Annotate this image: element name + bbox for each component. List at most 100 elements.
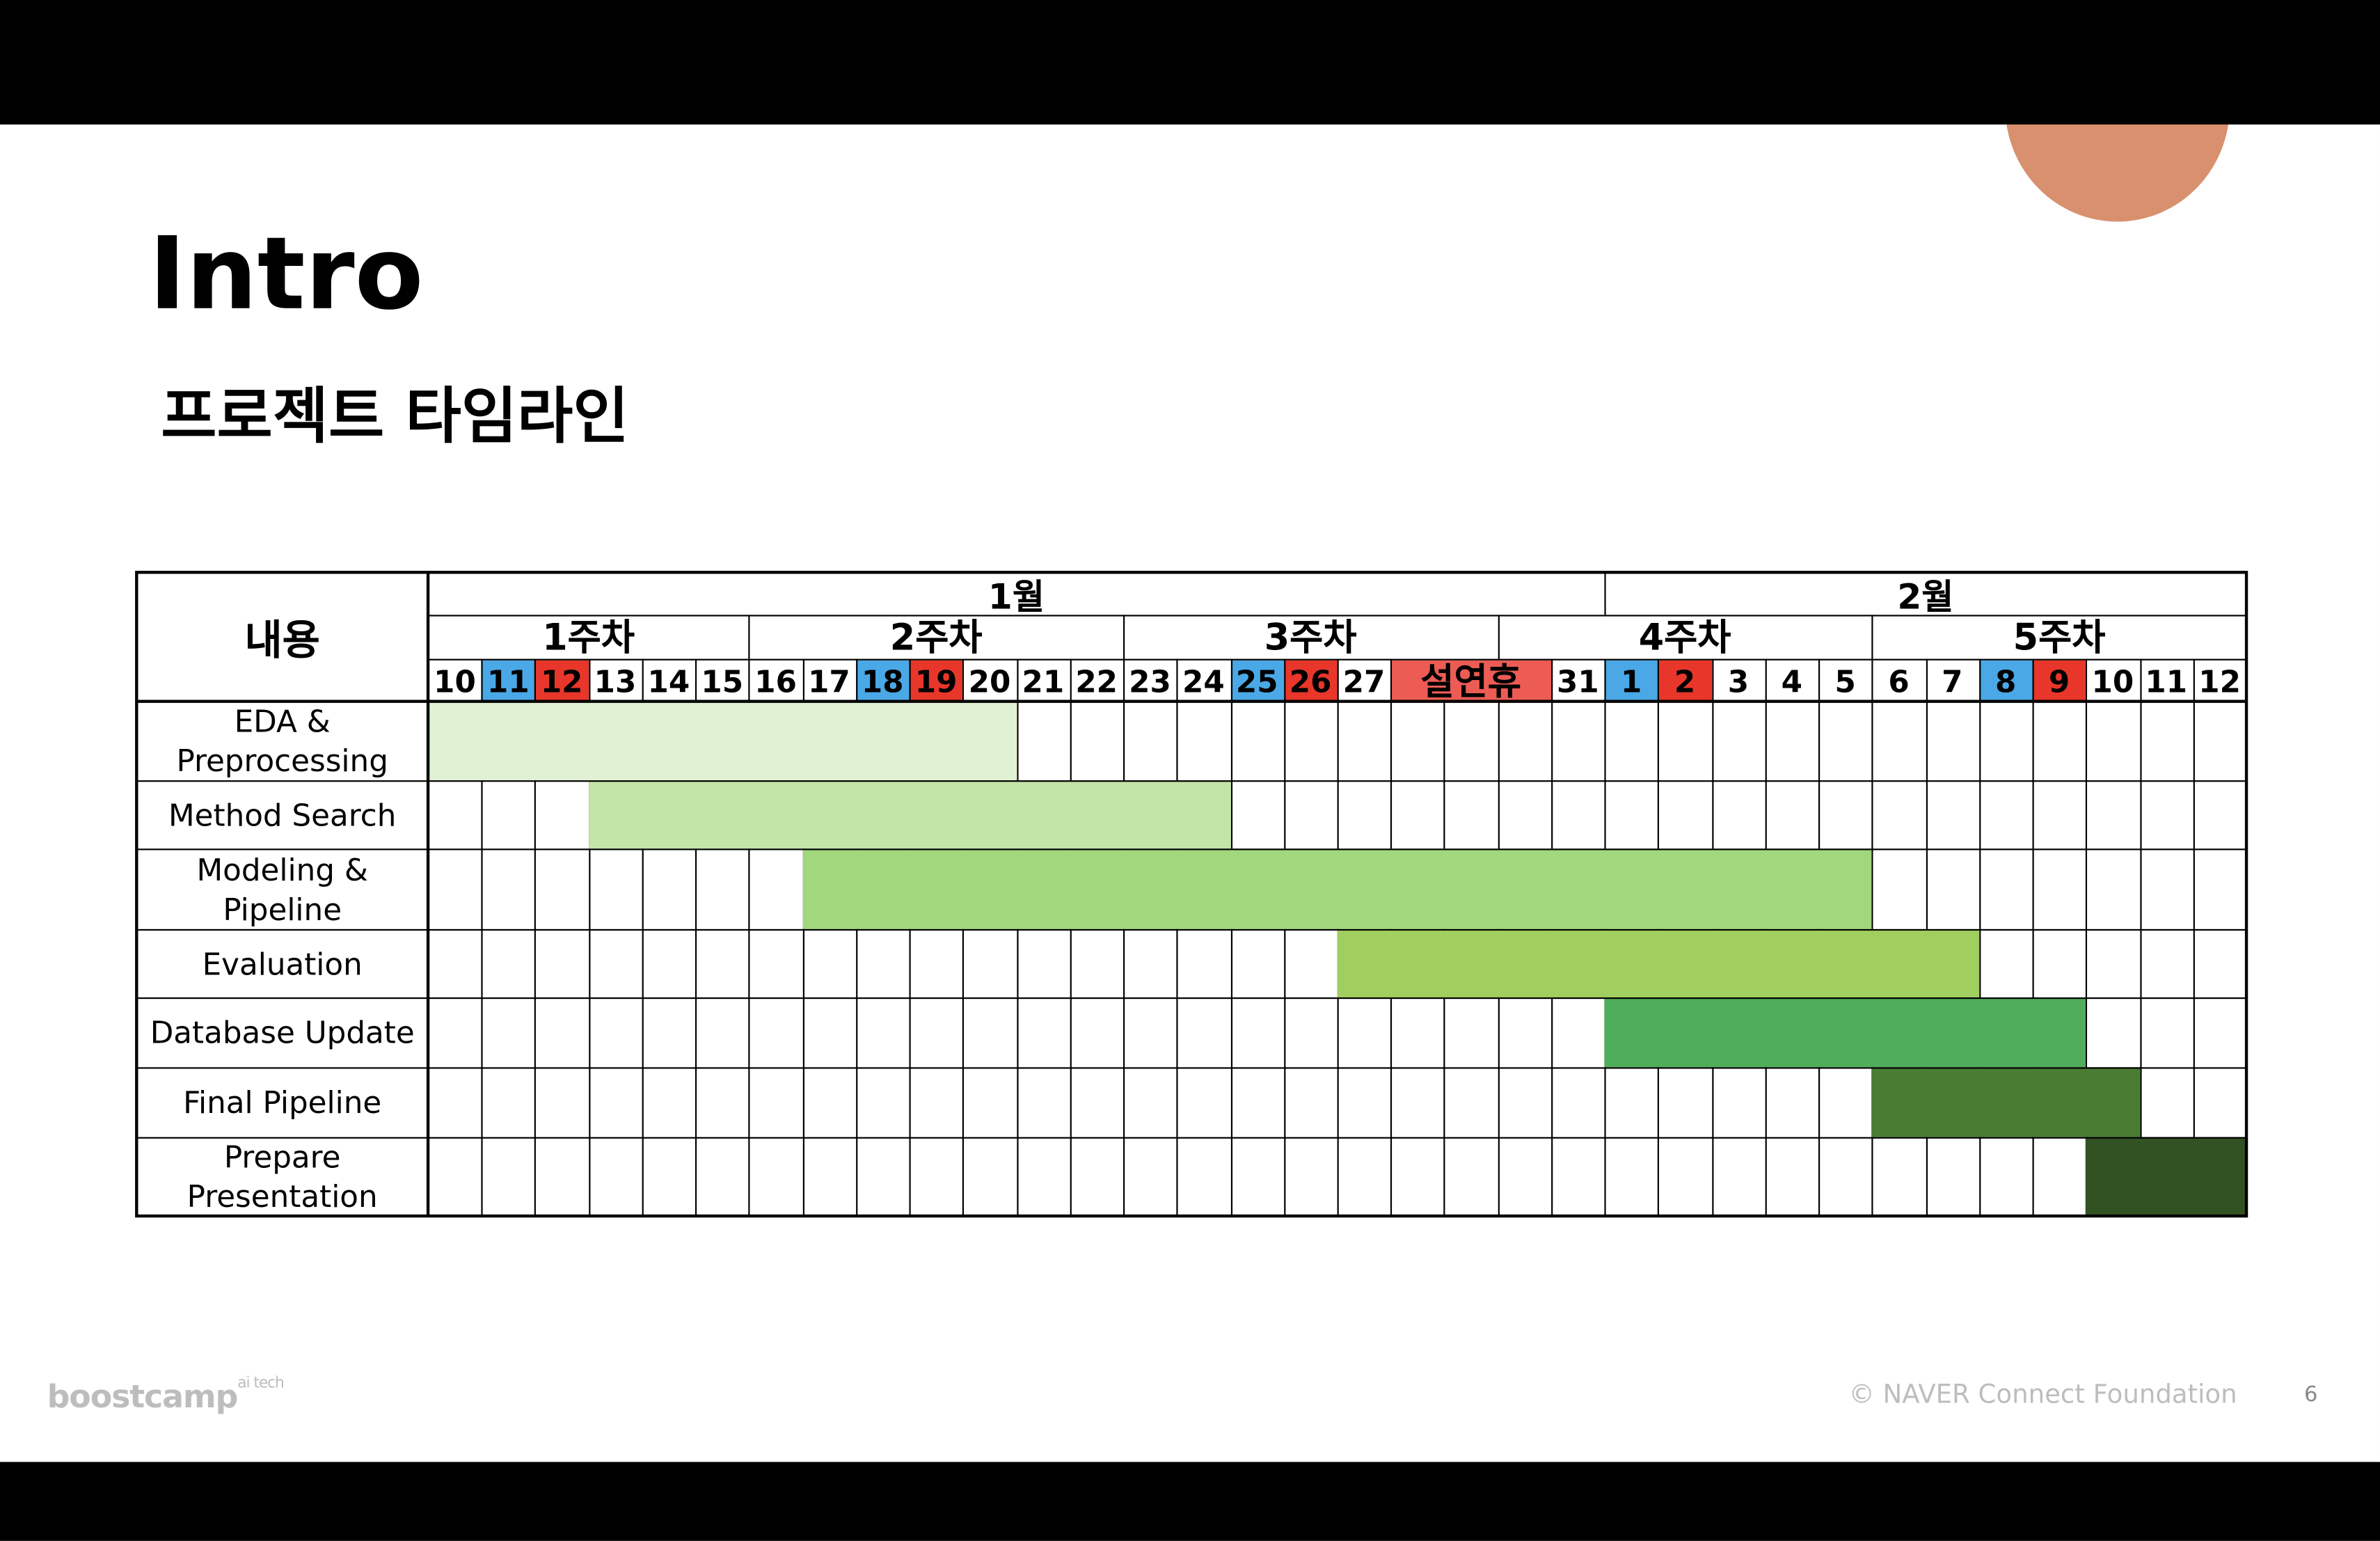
task-bar — [1604, 997, 2086, 1068]
grid-line — [1978, 701, 1981, 1217]
divider — [749, 658, 751, 702]
task-label: Database Update — [150, 1013, 415, 1051]
task-label: Method Search — [168, 796, 397, 833]
week-header: 5주차 — [1872, 616, 2247, 659]
day-header: 12 — [2193, 660, 2247, 702]
divider — [2139, 658, 2141, 702]
day-header: 9 — [2032, 660, 2086, 702]
day-header: 25 — [1230, 660, 1284, 702]
divider — [1337, 658, 1339, 702]
task-bar — [428, 701, 1017, 781]
row-divider — [136, 997, 2247, 999]
divider — [1925, 658, 1928, 702]
grid-line — [588, 701, 590, 1217]
divider — [1872, 658, 1874, 702]
logo-sup: ai tech — [237, 1375, 285, 1393]
row-divider — [136, 1137, 2247, 1139]
grid-line — [695, 701, 697, 1217]
chart-border — [135, 571, 2248, 1218]
divider — [1818, 658, 1820, 702]
divider — [1604, 658, 1606, 702]
task-bar — [2086, 1137, 2247, 1217]
divider — [428, 615, 2247, 617]
week-header: 1주차 — [428, 616, 749, 659]
grid-line — [2032, 701, 2034, 1217]
divider — [1604, 572, 1606, 615]
divider — [749, 615, 751, 659]
divider — [962, 658, 965, 702]
day-header: 24 — [1176, 660, 1230, 702]
week-header: 2주차 — [749, 616, 1124, 659]
copyright: © NAVER Connect Foundation — [1848, 1380, 2237, 1411]
slide-title: Intro — [148, 215, 424, 333]
divider — [1765, 658, 1767, 702]
slide-subtitle: 프로젝트 타임라인 — [161, 382, 629, 452]
grid-line — [909, 701, 911, 1217]
grid-line — [1230, 701, 1232, 1217]
boostcamp-logo: boostcampai tech — [47, 1375, 285, 1415]
day-header: 23 — [1123, 660, 1177, 702]
week-header: 3주차 — [1123, 616, 1498, 659]
day-header: 11 — [2139, 660, 2193, 702]
day-header: 20 — [962, 660, 1017, 702]
day-header: 21 — [1016, 660, 1070, 702]
month-header: 1월 — [987, 578, 1045, 618]
task-label: Final Pipeline — [183, 1084, 382, 1121]
day-header: 13 — [588, 660, 642, 702]
row-divider — [136, 928, 2247, 931]
task-bar — [1872, 1067, 2140, 1137]
day-header: 15 — [695, 660, 749, 702]
task-bar — [1337, 928, 1979, 997]
divider — [1123, 615, 1125, 659]
row-divider — [136, 780, 2247, 782]
day-header: 12 — [534, 660, 589, 702]
divider — [802, 658, 804, 702]
task-label: Prepare Presentation — [187, 1138, 378, 1215]
day-header: 22 — [1070, 660, 1124, 702]
divider — [909, 658, 911, 702]
divider — [481, 658, 484, 702]
logo-text: boostcamp — [47, 1378, 239, 1415]
divider — [534, 658, 537, 702]
divider — [428, 658, 2247, 661]
day-header: 11 — [481, 660, 535, 702]
divider — [1016, 658, 1018, 702]
day-header: 3 — [1711, 660, 1766, 702]
grid-line — [1070, 701, 1072, 1217]
grid-line — [2193, 701, 2195, 1217]
grid-line — [481, 701, 484, 1217]
grid-line — [2139, 701, 2141, 1217]
day-header: 16 — [749, 660, 803, 702]
day-header: 17 — [802, 660, 856, 702]
divider — [2193, 658, 2195, 702]
task-bar — [588, 780, 1230, 849]
task-label: Modeling & Pipeline — [196, 851, 368, 927]
grid-line — [962, 701, 965, 1217]
divider — [1176, 658, 1179, 702]
task-label: EDA & Preprocessing — [176, 702, 388, 779]
divider — [1872, 615, 1874, 659]
day-header: 6 — [1872, 660, 1926, 702]
page-number: 6 — [2303, 1383, 2318, 1407]
day-header: 1 — [1604, 660, 1658, 702]
divider — [1550, 658, 1553, 702]
day-header: 2 — [1658, 660, 1712, 702]
day-header: 10 — [428, 660, 482, 702]
divider — [1498, 615, 1500, 659]
grid-line — [855, 701, 858, 1217]
divider — [588, 658, 590, 702]
row-divider — [136, 1067, 2247, 1069]
divider — [2086, 658, 2088, 702]
day-header: 5 — [1818, 660, 1873, 702]
task-bar — [802, 848, 1873, 929]
grid-line — [642, 701, 644, 1217]
day-header: 31 — [1550, 660, 1605, 702]
header-bottom — [136, 700, 2247, 703]
divider — [642, 658, 644, 702]
week-header: 4주차 — [1498, 616, 1873, 659]
holiday-header: 설연휴 — [1390, 660, 1551, 702]
grid-line — [1123, 701, 1125, 1217]
corner-label: 내용 — [244, 617, 320, 665]
